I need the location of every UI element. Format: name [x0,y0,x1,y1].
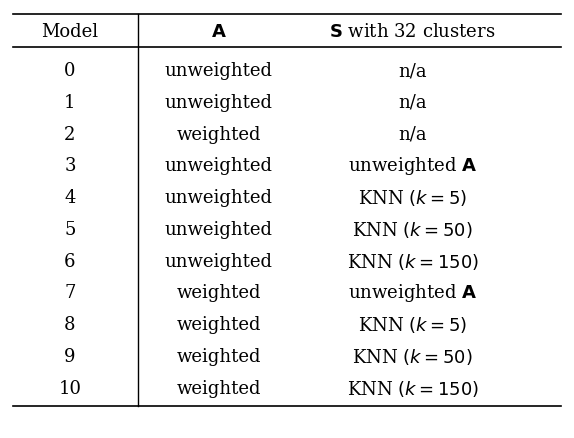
Text: 7: 7 [64,284,76,302]
Text: unweighted: unweighted [165,157,273,175]
Text: n/a: n/a [398,94,427,112]
Text: weighted: weighted [176,348,261,366]
Text: unweighted: unweighted [165,94,273,112]
Text: 1: 1 [64,94,76,112]
Text: KNN $(k = 5)$: KNN $(k = 5)$ [358,315,467,335]
Text: unweighted $\mathbf{A}$: unweighted $\mathbf{A}$ [348,155,477,177]
Text: KNN $(k = 150)$: KNN $(k = 150)$ [347,379,479,399]
Text: 0: 0 [64,62,76,80]
Text: KNN $(k = 150)$: KNN $(k = 150)$ [347,252,479,272]
Text: unweighted $\mathbf{A}$: unweighted $\mathbf{A}$ [348,283,477,304]
Text: KNN $(k = 50)$: KNN $(k = 50)$ [352,347,473,367]
Text: KNN $(k = 50)$: KNN $(k = 50)$ [352,220,473,240]
Text: weighted: weighted [176,284,261,302]
Text: weighted: weighted [176,316,261,334]
Text: 8: 8 [64,316,76,334]
Text: unweighted: unweighted [165,221,273,239]
Text: 2: 2 [64,126,76,144]
Text: Model: Model [41,23,99,41]
Text: 10: 10 [59,380,82,398]
Text: 9: 9 [64,348,76,366]
Text: KNN $(k = 5)$: KNN $(k = 5)$ [358,188,467,208]
Text: unweighted: unweighted [165,253,273,271]
Text: weighted: weighted [176,380,261,398]
Text: weighted: weighted [176,126,261,144]
Text: 3: 3 [64,157,76,175]
Text: 4: 4 [64,189,76,207]
Text: n/a: n/a [398,62,427,80]
Text: $\mathbf{A}$: $\mathbf{A}$ [211,23,226,41]
Text: 6: 6 [64,253,76,271]
Text: 5: 5 [64,221,76,239]
Text: unweighted: unweighted [165,62,273,80]
Text: n/a: n/a [398,126,427,144]
Text: $\mathbf{S}$ with 32 clusters: $\mathbf{S}$ with 32 clusters [329,23,496,41]
Text: unweighted: unweighted [165,189,273,207]
